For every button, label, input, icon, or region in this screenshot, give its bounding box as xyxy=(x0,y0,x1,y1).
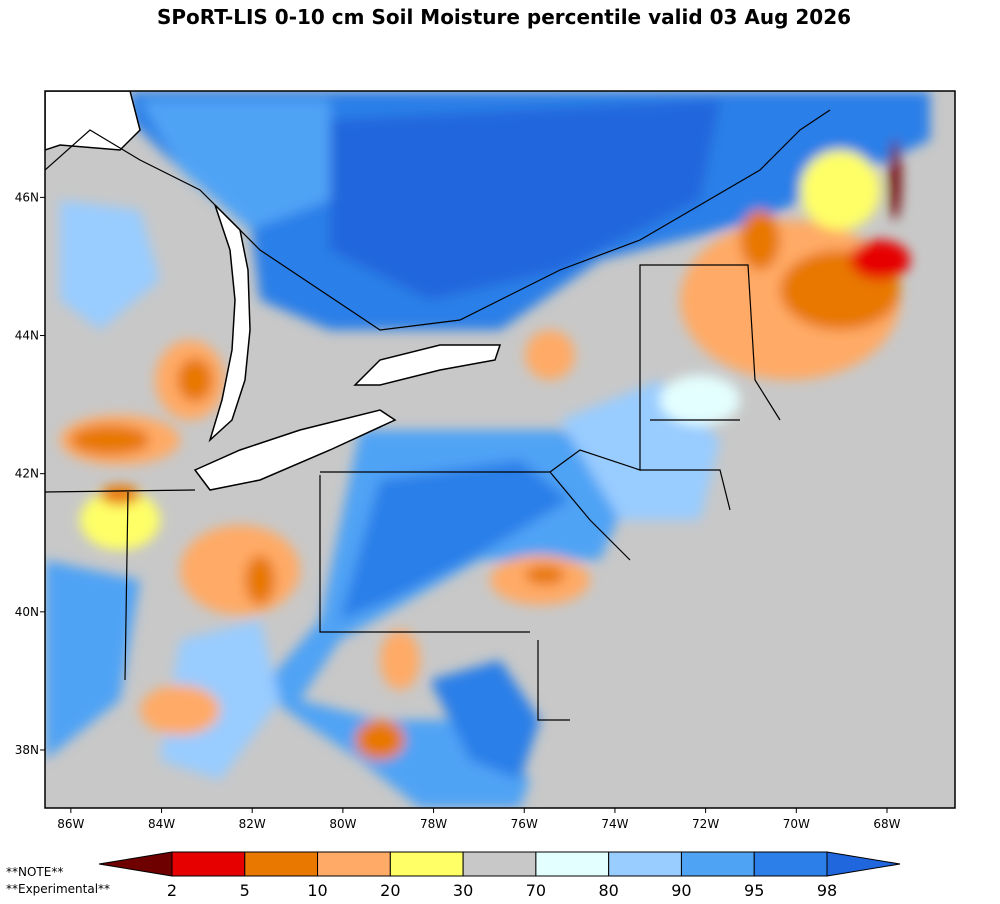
x-tick-label: 72W xyxy=(692,817,719,831)
moisture-patch xyxy=(740,210,780,270)
moisture-patch xyxy=(160,620,280,780)
x-tick-label: 86W xyxy=(57,817,84,831)
colorbar-swatch xyxy=(608,851,682,877)
moisture-patch xyxy=(850,240,910,280)
moisture-patch xyxy=(340,460,570,620)
moisture-patch xyxy=(889,140,901,220)
colorbar-swatch xyxy=(171,851,246,877)
colorbar-end xyxy=(826,851,901,877)
y-tick-label: 42N xyxy=(15,467,39,481)
colorbar: 2 5 10 20 30 70 80 90 95 98 xyxy=(98,851,901,900)
colorbar-label: 10 xyxy=(307,881,327,900)
colorbar-label: 20 xyxy=(380,881,400,900)
y-tick-label: 40N xyxy=(15,605,39,619)
x-tick-label: 80W xyxy=(329,817,356,831)
moisture-patch xyxy=(800,150,880,230)
colorbar-swatch xyxy=(680,851,755,877)
moisture-patch xyxy=(177,358,213,402)
y-tick-label: 46N xyxy=(15,190,39,204)
colorbar-label: 70 xyxy=(526,881,546,900)
moisture-patch xyxy=(140,100,330,230)
y-tick-label: 44N xyxy=(15,329,39,343)
colorbar-swatch xyxy=(753,851,828,877)
colorbar-swatch xyxy=(244,851,319,877)
x-tick-label: 68W xyxy=(873,817,900,831)
colorbar-label: 90 xyxy=(671,881,691,900)
moisture-patch xyxy=(525,565,565,585)
colorbar-end xyxy=(98,851,173,877)
colorbar-label: 30 xyxy=(453,881,473,900)
colorbar-label: 95 xyxy=(744,881,764,900)
map-frame xyxy=(44,90,956,809)
note: **NOTE** xyxy=(6,865,63,879)
colorbar-label: 80 xyxy=(598,881,618,900)
x-tick-label: 70W xyxy=(783,817,810,831)
moisture-patch xyxy=(660,375,740,425)
colorbar-label: 5 xyxy=(240,881,250,900)
colorbar-swatch xyxy=(535,851,610,877)
moisture-patch xyxy=(60,200,160,330)
colorbar-swatch xyxy=(462,851,537,877)
colorbar-swatch xyxy=(317,851,391,877)
moisture-patch xyxy=(245,555,275,605)
colorbar-label: 2 xyxy=(167,881,177,900)
note: **Experimental** xyxy=(6,882,110,896)
moisture-patch xyxy=(80,490,160,550)
y-tick-label: 38N xyxy=(15,743,39,757)
x-tick-label: 76W xyxy=(511,817,538,831)
map xyxy=(45,91,955,808)
x-tick-label: 78W xyxy=(420,817,447,831)
moisture-patch xyxy=(430,660,540,780)
moisture-patch xyxy=(380,630,420,690)
moisture-patch xyxy=(70,425,150,455)
moisture-patch xyxy=(45,560,140,760)
x-tick-label: 84W xyxy=(148,817,175,831)
colorbar-label: 98 xyxy=(817,881,837,900)
boundaries xyxy=(45,109,831,721)
moisture-patch xyxy=(260,430,640,808)
title: SPoRT-LIS 0-10 cm Soil Moisture percenti… xyxy=(157,5,851,29)
colorbar-swatch xyxy=(389,851,464,877)
moisture-field xyxy=(45,91,930,808)
moisture-patch xyxy=(140,685,220,735)
moisture-patch xyxy=(525,330,575,380)
moisture-patch xyxy=(100,485,140,505)
x-tick-label: 82W xyxy=(239,817,266,831)
moisture-patch xyxy=(180,525,300,615)
moisture-patch xyxy=(330,100,720,300)
moisture-patch xyxy=(355,720,405,760)
x-tick-label: 74W xyxy=(601,817,628,831)
lakes xyxy=(45,91,502,491)
axis-ticks: 86W 84W 82W 80W 78W 76W 74W 72W 70W 68W 38N 40N 42N 4… xyxy=(15,190,901,831)
